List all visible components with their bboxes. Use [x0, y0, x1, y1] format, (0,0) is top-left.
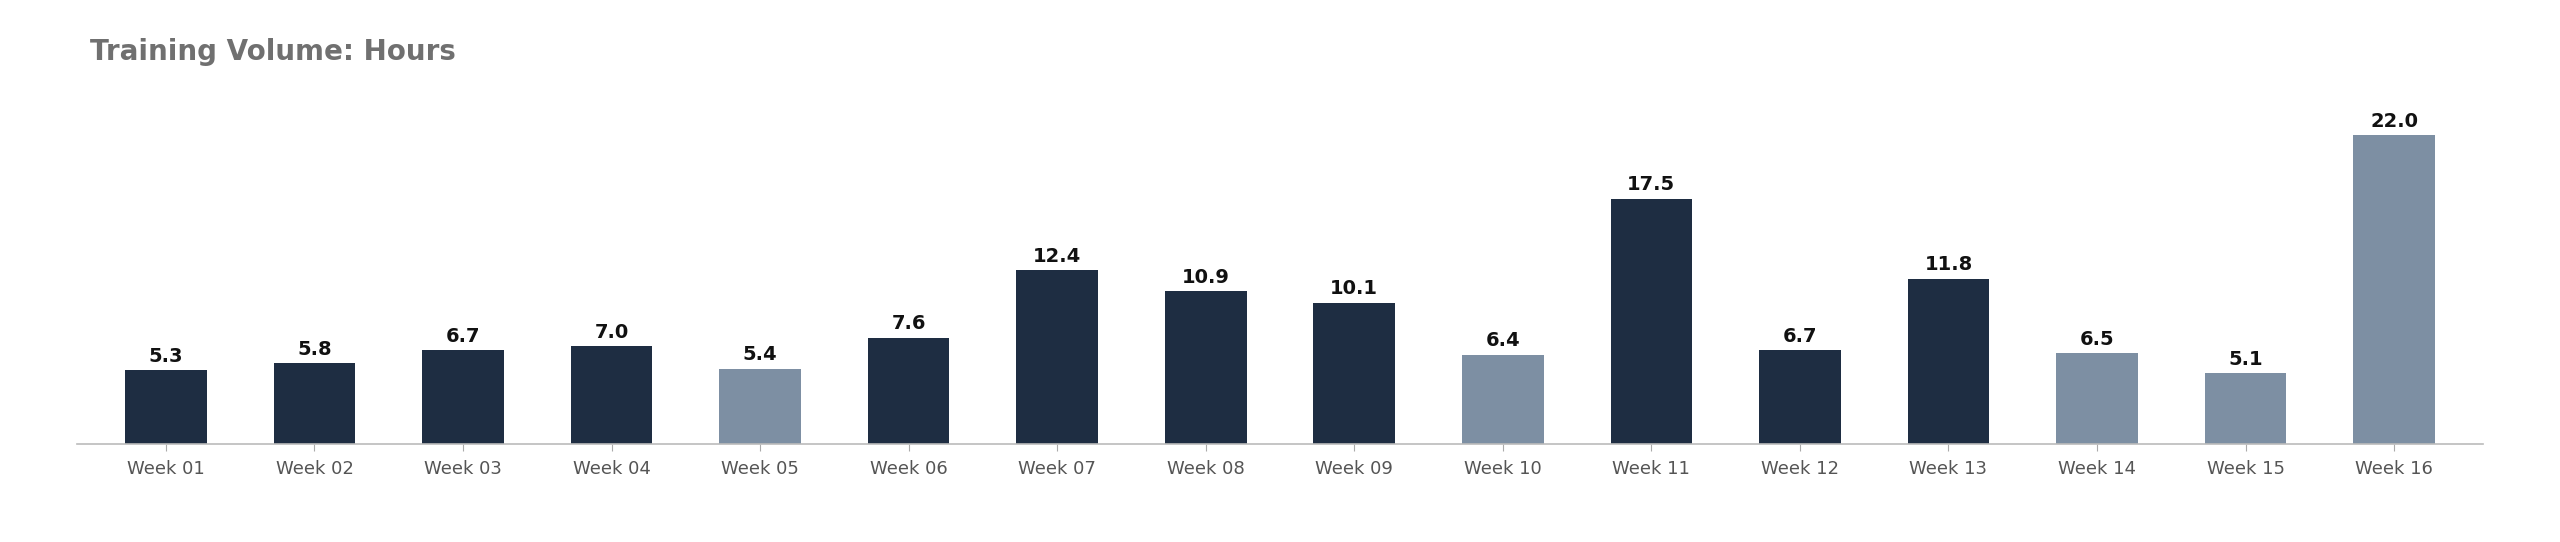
Bar: [1313, 302, 1395, 444]
Text: 7.6: 7.6: [891, 314, 927, 333]
Text: 5.4: 5.4: [742, 345, 778, 364]
Text: 5.8: 5.8: [297, 340, 333, 359]
Text: 12.4: 12.4: [1034, 247, 1080, 266]
Bar: [1610, 198, 1692, 444]
Bar: [2204, 373, 2286, 444]
Bar: [719, 369, 801, 444]
Text: 5.3: 5.3: [148, 347, 184, 366]
Text: 5.1: 5.1: [2227, 350, 2263, 369]
Text: 10.1: 10.1: [1331, 279, 1377, 298]
Bar: [422, 350, 504, 444]
Bar: [1462, 354, 1544, 444]
Bar: [125, 370, 207, 444]
Text: 6.4: 6.4: [1485, 331, 1521, 350]
Text: 7.0: 7.0: [594, 323, 630, 342]
Bar: [868, 338, 950, 444]
Text: 10.9: 10.9: [1183, 268, 1229, 287]
Bar: [1759, 350, 1841, 444]
Bar: [1907, 279, 1989, 444]
Text: 6.7: 6.7: [1782, 327, 1818, 346]
Bar: [2056, 353, 2138, 444]
Bar: [1016, 270, 1098, 444]
Text: Training Volume: Hours: Training Volume: Hours: [90, 38, 456, 66]
Bar: [1165, 291, 1247, 444]
Text: 22.0: 22.0: [2371, 112, 2419, 131]
Bar: [274, 363, 356, 444]
Bar: [2353, 136, 2435, 444]
Text: 6.7: 6.7: [445, 327, 481, 346]
Bar: [571, 346, 653, 444]
Text: 11.8: 11.8: [1925, 255, 1974, 274]
Text: 6.5: 6.5: [2079, 330, 2115, 349]
Text: 17.5: 17.5: [1628, 175, 1674, 195]
